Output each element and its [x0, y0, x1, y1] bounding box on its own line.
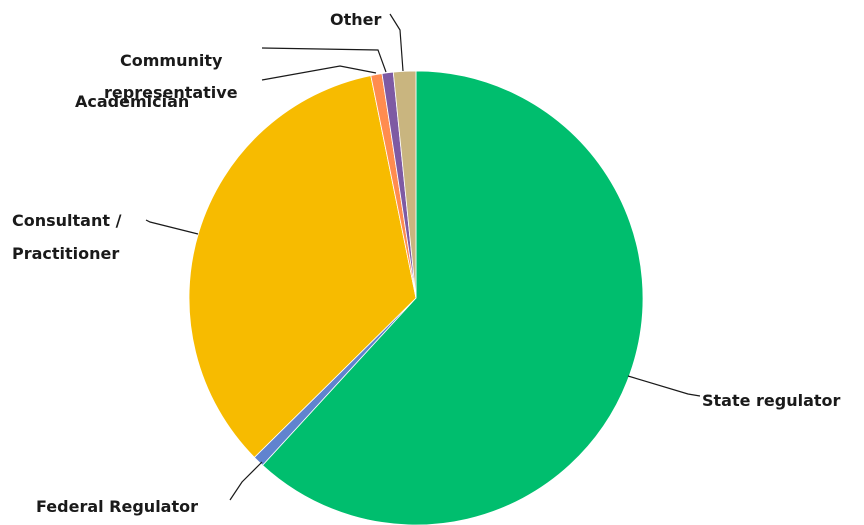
leader-line-state-regulator — [627, 375, 701, 397]
leader-lines — [145, 13, 701, 501]
slice-label-other: Other — [330, 10, 381, 29]
pie-slice-other — [392, 70, 417, 299]
leader-line-community-representative — [261, 47, 387, 73]
pie-slices — [188, 70, 644, 525]
slice-label-community-representative: Community representative — [104, 51, 238, 102]
leader-line-other — [389, 13, 404, 72]
pie-slice-consultant-practitioner — [188, 75, 417, 458]
pie-slice-state-regulator — [261, 70, 644, 525]
leader-line-academician — [261, 65, 377, 81]
leader-line-consultant-practitioner — [145, 219, 199, 235]
slice-label-federal-regulator: Federal Regulator — [36, 497, 198, 516]
slice-label-state-regulator: State regulator — [702, 391, 841, 410]
slice-labels: State regulator Federal Regulator Consulta… — [12, 10, 841, 516]
slice-label-academician: Academician — [75, 92, 189, 111]
slice-label-consultant-practitioner: Consultant / Practitioner — [12, 211, 122, 263]
leader-line-federal-regulator — [229, 461, 263, 501]
